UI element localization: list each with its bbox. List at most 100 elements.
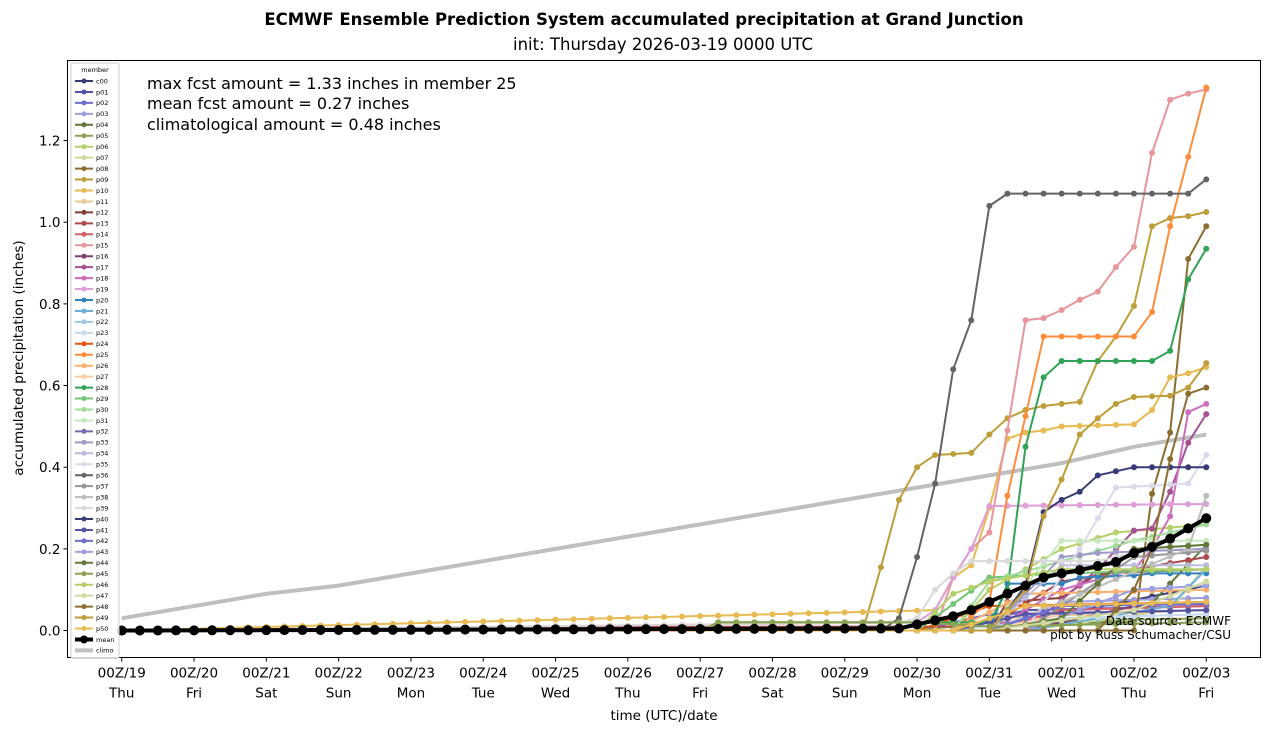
data-point-p36: [1203, 176, 1210, 183]
data-point-p09: [932, 451, 939, 458]
data-point-p36: [932, 480, 939, 487]
x-tick-day-label: Wed: [1047, 686, 1076, 702]
axes: 0.0 0.2 0.4 0.6 0.8 1.0 1.2 00Z/19 Thu 00Z/20 Fri 0…: [39, 134, 1230, 702]
data-point-p40: [1149, 464, 1156, 471]
legend-label: p04: [96, 121, 108, 129]
data-point-p46: [950, 590, 957, 597]
series-p48: [118, 384, 1210, 634]
data-point-p45: [1203, 619, 1210, 626]
y-tick-label: 0.8: [39, 297, 60, 313]
legend-label: p34: [96, 450, 108, 458]
data-point-p47: [1076, 614, 1083, 621]
legend-marker: [81, 209, 87, 215]
data-point-p15: [1130, 243, 1137, 250]
legend-marker: [81, 615, 87, 621]
x-tick-day-label: Sun: [832, 686, 858, 702]
data-point-p25: [1040, 333, 1047, 340]
legend-label: p12: [96, 209, 108, 217]
legend-item-p08: p08: [75, 165, 108, 173]
data-point-p47: [1040, 619, 1047, 626]
data-point-p48: [1022, 627, 1029, 634]
data-point-p10: [679, 613, 686, 620]
legend-marker: [81, 177, 87, 183]
data-point-p50: [1058, 602, 1065, 609]
data-point-p35: [1185, 480, 1192, 487]
legend-label: p17: [96, 263, 108, 271]
data-point-p13: [1185, 557, 1192, 564]
legend-label: p23: [96, 329, 108, 337]
data-point-p10: [1130, 421, 1137, 428]
data-point-p48: [1076, 627, 1083, 634]
data-point-p48: [1004, 627, 1011, 634]
data-point-p15: [1040, 315, 1047, 322]
data-point-p15: [1185, 90, 1192, 97]
legend-marker: [81, 275, 87, 281]
data-point-p10: [1149, 407, 1156, 414]
legend-marker: [81, 417, 87, 423]
data-point-p35: [1167, 481, 1174, 488]
data-point-p41: [1203, 607, 1210, 614]
legend-item-p43: p43: [75, 548, 108, 556]
series-p09: [118, 208, 1210, 634]
data-point-p10: [769, 611, 776, 618]
data-point-mean: [550, 624, 561, 635]
data-point-p17: [1203, 411, 1210, 418]
data-point-p39: [1076, 558, 1083, 565]
data-point-p26: [1112, 588, 1119, 595]
data-point-p47: [1058, 617, 1065, 624]
data-point-mean: [442, 624, 453, 635]
legend-title: member: [81, 66, 109, 74]
data-point-mean: [677, 624, 688, 635]
legend-label: p31: [96, 417, 108, 425]
x-tick-label: 00Z/29: [821, 666, 869, 682]
data-point-p47: [1130, 607, 1137, 614]
data-point-mean: [749, 623, 760, 634]
legend-item-p07: p07: [75, 154, 108, 162]
data-point-p15: [1058, 306, 1065, 313]
legend-marker: [81, 407, 87, 412]
legend-label: p07: [96, 154, 108, 162]
data-point-p10: [1185, 370, 1192, 377]
x-tick-day-label: Sat: [255, 686, 277, 702]
data-point-mean: [225, 625, 236, 636]
data-point-p43: [1076, 607, 1083, 614]
data-point-p10: [1112, 421, 1119, 428]
data-point-p18: [1185, 409, 1192, 416]
data-point-mean: [424, 624, 435, 635]
series-line-p15: [121, 88, 1207, 632]
data-point-p10: [498, 618, 505, 625]
legend-label: p45: [96, 570, 108, 578]
legend-item-p24: p24: [75, 340, 108, 348]
legend-item-p02: p02: [75, 99, 108, 107]
data-point-p46: [1167, 566, 1174, 573]
data-point-p30: [1112, 542, 1119, 549]
data-point-p41: [1149, 608, 1156, 615]
legend-label: p29: [96, 395, 108, 403]
data-point-mean: [532, 624, 543, 635]
data-point-p10: [462, 618, 469, 625]
legend-marker: [81, 593, 87, 599]
data-point-p44: [1185, 542, 1192, 549]
data-point-p08: [1130, 627, 1137, 634]
data-point-p35: [1094, 515, 1101, 522]
x-axis-label: time (UTC)/date: [610, 708, 717, 724]
data-point-p43: [1112, 593, 1119, 600]
x-tick-label: 00Z/24: [459, 666, 507, 682]
data-point-p39: [968, 558, 975, 565]
legend-item-p36: p36: [75, 472, 108, 480]
data-point-p25: [1149, 309, 1156, 316]
data-point-p49: [1040, 513, 1047, 520]
data-point-p10: [606, 615, 613, 622]
data-point-p09: [1130, 302, 1137, 309]
legend-marker: [81, 297, 87, 303]
data-point-p10: [516, 617, 523, 624]
data-point-p10: [914, 607, 921, 614]
data-point-mean: [297, 625, 308, 636]
legend-label: p39: [96, 504, 108, 512]
legend-label: p27: [96, 373, 108, 381]
annotation-max: max fcst amount = 1.33 inches in member …: [147, 74, 517, 93]
legend-label: p11: [96, 198, 108, 206]
legend-item-p47: p47: [75, 592, 108, 600]
data-point-mean: [279, 625, 290, 636]
legend-label: p44: [96, 559, 108, 567]
